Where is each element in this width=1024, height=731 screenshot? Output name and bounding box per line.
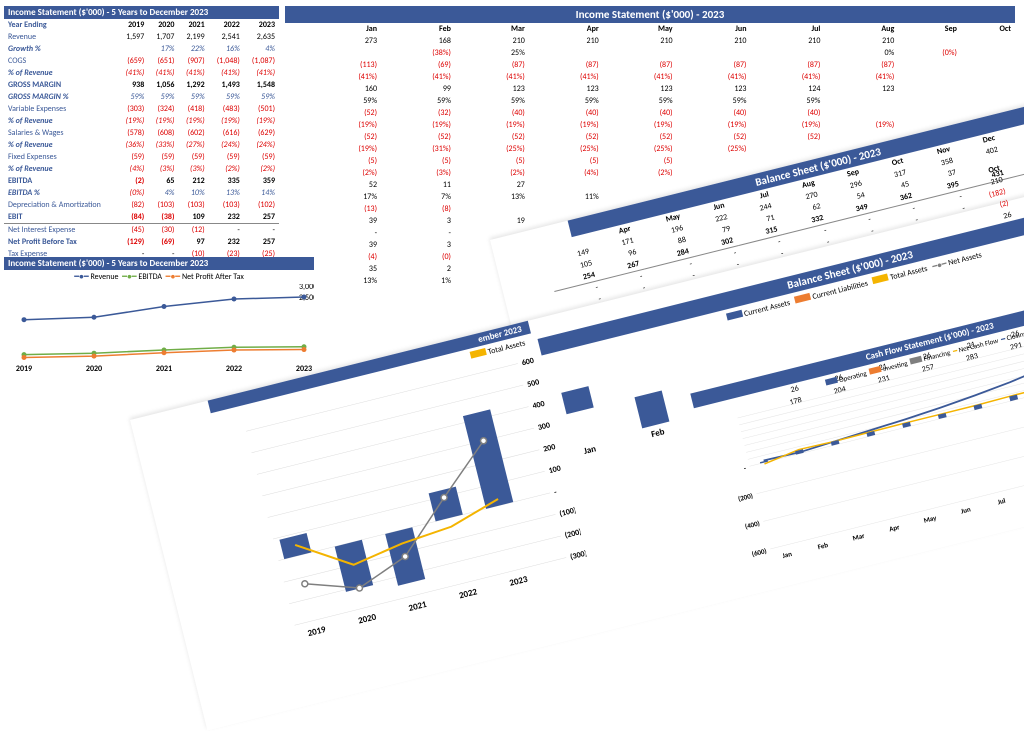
svg-text:2023: 2023 (296, 364, 312, 374)
svg-text:3,000: 3,000 (299, 284, 314, 292)
svg-text:2023: 2023 (508, 574, 529, 589)
svg-text:2022: 2022 (226, 364, 242, 374)
svg-text:2020: 2020 (86, 364, 102, 374)
svg-text:(300): (300) (569, 549, 588, 563)
svg-text:Jan: Jan (583, 443, 598, 457)
svg-text:May: May (923, 513, 938, 525)
svg-text:Jul: Jul (997, 496, 1007, 507)
income-5y-chart: Income Statement ($'000) - 5 Years to De… (4, 257, 314, 377)
svg-text:Apr: Apr (888, 522, 901, 533)
svg-text:Jun: Jun (960, 504, 972, 515)
svg-text:2,500: 2,500 (299, 293, 314, 303)
svg-text:2022: 2022 (458, 586, 479, 601)
income-5y-table: Year Ending20192020202120222023Revenue1,… (4, 19, 279, 285)
income-5y-panel: Income Statement ($'000) - 5 Years to De… (4, 6, 279, 285)
svg-text:(400): (400) (744, 518, 761, 530)
svg-text:2019: 2019 (307, 624, 328, 639)
svg-text:(600): (600) (751, 546, 768, 558)
svg-text:-: - (553, 487, 558, 497)
income-5y-title: Income Statement ($'000) - 5 Years to De… (4, 6, 279, 19)
svg-text:-: - (743, 463, 747, 472)
svg-text:(200): (200) (564, 527, 583, 541)
svg-text:(100): (100) (558, 505, 577, 519)
income-5y-legend: ━●━ Revenue ━●━ EBITDA ━●━ Net Profit Af… (4, 272, 314, 282)
svg-text:Mar: Mar (852, 531, 866, 543)
svg-text:2021: 2021 (407, 599, 428, 614)
income-5y-svg: 2,5003,000 2019 2020 2021 2022 2023 (4, 284, 314, 379)
svg-text:2021: 2021 (156, 364, 172, 374)
svg-text:Feb: Feb (817, 540, 829, 551)
svg-text:(200): (200) (737, 491, 754, 503)
svg-text:2019: 2019 (16, 364, 32, 374)
svg-text:100: 100 (548, 464, 562, 477)
svg-text:Feb: Feb (650, 426, 666, 440)
income-monthly-title: Income Statement ($'000) - 2023 (285, 6, 1015, 23)
page-root: Income Statement ($'000) - 5 Years to De… (0, 0, 1024, 577)
svg-text:Jan: Jan (781, 549, 793, 560)
income-5y-chart-title: Income Statement ($'000) - 5 Years to De… (4, 257, 314, 270)
svg-text:2020: 2020 (357, 611, 378, 626)
svg-text:600: 600 (521, 356, 535, 369)
